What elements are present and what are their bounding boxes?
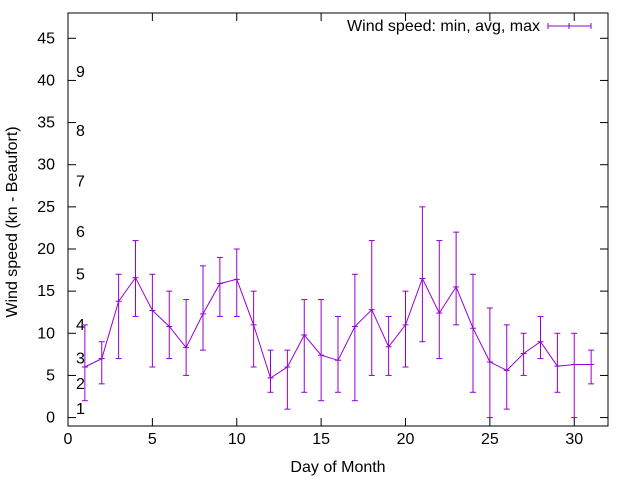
y-axis-label: Wind speed (kn - Beaufort) xyxy=(4,126,21,317)
x-tick-label: 25 xyxy=(481,431,499,448)
x-axis-label: Day of Month xyxy=(290,459,385,476)
x-tick-label: 5 xyxy=(148,431,157,448)
legend: Wind speed: min, avg, max xyxy=(347,18,592,35)
y-tick-label: 0 xyxy=(46,410,55,427)
x-tick-label: 15 xyxy=(312,431,330,448)
x-tick-label: 20 xyxy=(397,431,415,448)
beaufort-label: 5 xyxy=(76,266,85,283)
y-tick-label: 45 xyxy=(37,30,55,47)
y-tick-label: 40 xyxy=(37,72,55,89)
beaufort-label: 3 xyxy=(76,351,85,368)
beaufort-scale-labels: 1 2 3 4 5 6 7 8 9 xyxy=(76,64,85,418)
x-tick-label: 10 xyxy=(228,431,246,448)
y-tick-label: 30 xyxy=(37,157,55,174)
y-tick-label: 25 xyxy=(37,199,55,216)
beaufort-label: 7 xyxy=(76,174,85,191)
legend-label: Wind speed: min, avg, max xyxy=(347,18,540,35)
beaufort-label: 4 xyxy=(76,317,85,334)
y-tick-label: 5 xyxy=(46,367,55,384)
x-tick-label: 30 xyxy=(565,431,583,448)
beaufort-label: 9 xyxy=(76,64,85,81)
y-tick-label: 15 xyxy=(37,283,55,300)
beaufort-label: 1 xyxy=(76,401,85,418)
beaufort-label: 8 xyxy=(76,123,85,140)
y-tick-label: 20 xyxy=(37,241,55,258)
beaufort-label: 6 xyxy=(76,224,85,241)
series-group xyxy=(81,206,595,419)
y-tick-label: 35 xyxy=(37,115,55,132)
x-tick-label: 0 xyxy=(64,431,73,448)
beaufort-label: 2 xyxy=(76,376,85,393)
y-tick-label: 10 xyxy=(37,325,55,342)
